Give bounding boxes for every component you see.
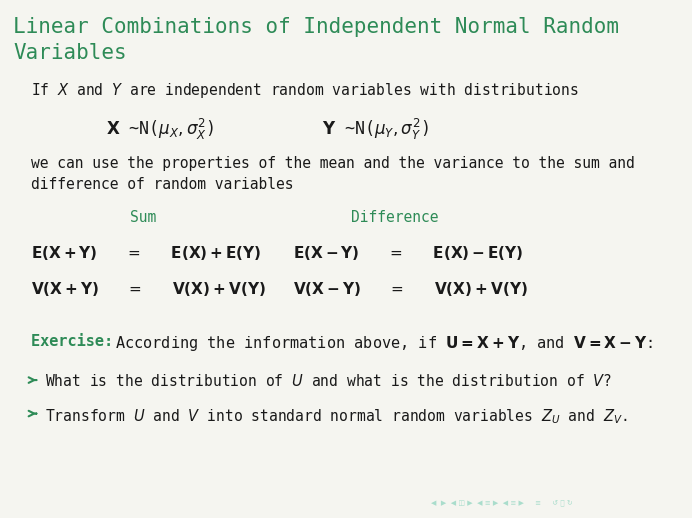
Text: $\mathbf{E(X+Y)}$   $=$   $\mathbf{E(X)+E(Y)}$: $\mathbf{E(X+Y)}$ $=$ $\mathbf{E(X)+E(Y)… (30, 243, 261, 262)
Text: $\mathbf{X}$ ~N($\mu_X, \sigma_X^2$): $\mathbf{X}$ ~N($\mu_X, \sigma_X^2$) (107, 117, 215, 142)
Text: $\mathbf{V(X+Y)}$   $=$   $\mathbf{V(X)+V(Y)}$: $\mathbf{V(X+Y)}$ $=$ $\mathbf{V(X)+V(Y)… (30, 280, 265, 298)
Text: Linear Combinations of Independent Normal Random
Variables: Linear Combinations of Independent Norma… (13, 17, 619, 63)
Text: $\mathbf{Y}$ ~N($\mu_Y, \sigma_Y^2$): $\mathbf{Y}$ ~N($\mu_Y, \sigma_Y^2$) (322, 117, 429, 142)
Text: Exercise:: Exercise: (30, 334, 122, 349)
Text: we can use the properties of the mean and the variance to the sum and
difference: we can use the properties of the mean an… (30, 156, 635, 192)
Text: Transform $U$ and $V$ into standard normal random variables $Z_U$ and $Z_V$.: Transform $U$ and $V$ into standard norm… (45, 407, 628, 426)
Text: $\mathbf{V(X-Y)}$   $=$   $\mathbf{V(X)+V(Y)}$: $\mathbf{V(X-Y)}$ $=$ $\mathbf{V(X)+V(Y)… (293, 280, 528, 298)
Text: According the information above, if $\mathbf{U = X + Y}$, and $\mathbf{V = X - Y: According the information above, if $\ma… (115, 334, 653, 353)
Text: Difference: Difference (352, 210, 439, 225)
Text: $\mathbf{E(X-Y)}$   $=$   $\mathbf{E(X)-E(Y)}$: $\mathbf{E(X-Y)}$ $=$ $\mathbf{E(X)-E(Y)… (293, 243, 524, 262)
Text: If $X$ and $Y$ are independent random variables with distributions: If $X$ and $Y$ are independent random va… (30, 81, 579, 100)
Text: Sum: Sum (129, 210, 156, 225)
Text: What is the distribution of $U$ and what is the distribution of $V$?: What is the distribution of $U$ and what… (45, 373, 612, 390)
Text: ◀  ▶  ◀ ◫ ▶  ◀ ≡ ▶  ◀ ≡ ▶     ≡     ↺ 🔍 ↻: ◀ ▶ ◀ ◫ ▶ ◀ ≡ ▶ ◀ ≡ ▶ ≡ ↺ 🔍 ↻ (431, 500, 573, 506)
